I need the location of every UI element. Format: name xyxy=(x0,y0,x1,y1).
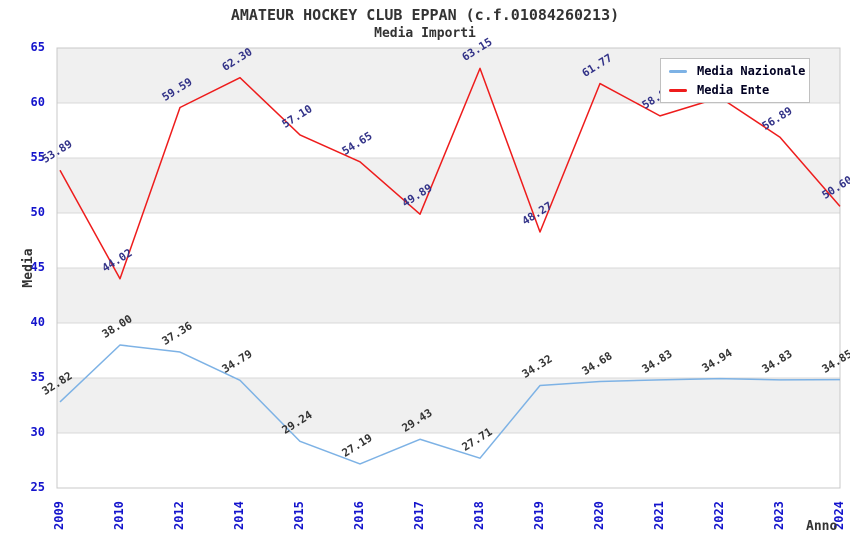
plot-band xyxy=(57,158,840,213)
x-tick-label: 2017 xyxy=(412,501,426,530)
y-tick-label: 40 xyxy=(30,315,45,329)
x-tick-label: 2020 xyxy=(592,501,606,530)
plot-band xyxy=(57,323,840,378)
legend-item-media-nazionale: Media Nazionale xyxy=(669,64,805,78)
y-tick-label: 65 xyxy=(30,40,45,54)
plot-band xyxy=(57,433,840,488)
x-tick-label: 2012 xyxy=(172,501,186,530)
plot-band xyxy=(57,378,840,433)
x-tick-label: 2019 xyxy=(532,501,546,530)
y-tick-label: 35 xyxy=(30,370,45,384)
x-tick-label: 2009 xyxy=(52,501,66,530)
y-tick-label: 30 xyxy=(30,425,45,439)
plot-band xyxy=(57,213,840,268)
chart-subtitle: Media Importi xyxy=(374,26,476,41)
y-tick-label: 55 xyxy=(30,150,45,164)
x-tick-label: 2010 xyxy=(112,501,126,530)
y-tick-label: 50 xyxy=(30,205,45,219)
x-tick-label: 2015 xyxy=(292,501,306,530)
x-tick-label: 2023 xyxy=(772,501,786,530)
x-tick-label: 2018 xyxy=(472,501,486,530)
legend-swatch-blue xyxy=(669,69,687,73)
plot-border xyxy=(56,47,841,489)
x-tick-label: 2016 xyxy=(352,501,366,530)
series-line-media-nazionale xyxy=(59,344,841,465)
chart-title: AMATEUR HOCKEY CLUB EPPAN (c.f.010842602… xyxy=(230,6,620,24)
y-tick-label: 25 xyxy=(30,480,45,494)
x-tick-label: 2022 xyxy=(712,501,726,530)
y-axis-title: Media xyxy=(21,248,36,288)
legend-item-media-ente: Media Ente xyxy=(669,83,801,97)
plot-band xyxy=(57,268,840,323)
y-tick-label: 45 xyxy=(30,260,45,274)
x-tick-label: 2021 xyxy=(652,501,666,530)
legend-label: Media Nazionale xyxy=(697,64,806,78)
plot-band xyxy=(57,103,840,158)
legend-label: Media Ente xyxy=(697,83,770,97)
legend-swatch-red xyxy=(669,88,687,92)
x-tick-label: 2014 xyxy=(232,501,246,530)
y-tick-label: 60 xyxy=(30,95,45,109)
legend: Media Nazionale Media Ente xyxy=(660,58,810,103)
x-axis-title: Anno xyxy=(806,519,838,534)
